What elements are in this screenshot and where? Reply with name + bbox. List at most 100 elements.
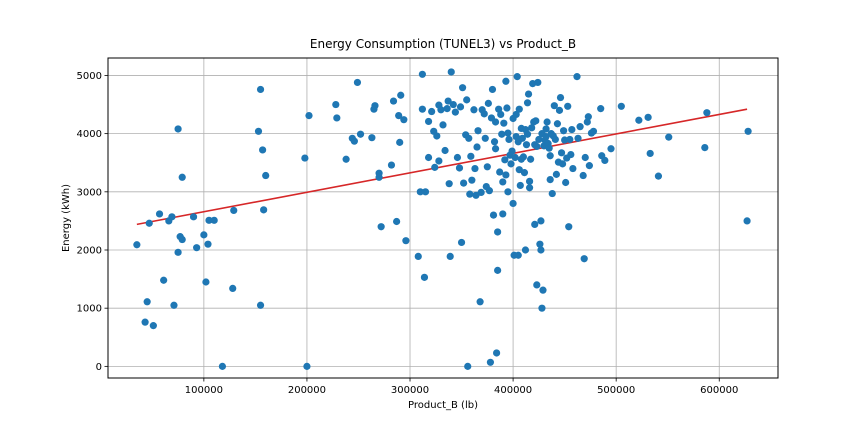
data-point xyxy=(397,91,405,99)
data-point xyxy=(259,146,267,154)
data-point xyxy=(525,177,534,185)
data-point xyxy=(446,252,454,260)
data-point xyxy=(488,85,497,94)
data-point xyxy=(480,110,488,118)
data-point xyxy=(507,160,515,168)
data-point xyxy=(589,127,598,135)
data-point xyxy=(393,217,401,226)
data-point xyxy=(200,231,208,239)
data-point xyxy=(468,176,476,184)
data-point xyxy=(512,110,520,119)
data-point xyxy=(389,97,398,105)
data-point xyxy=(178,173,186,181)
y-tick-label: 2000 xyxy=(77,246,102,257)
y-tick-label: 4000 xyxy=(77,129,102,140)
data-point xyxy=(202,278,210,286)
data-point xyxy=(402,237,410,245)
x-tick-label: 300000 xyxy=(391,385,429,396)
data-point xyxy=(504,129,512,137)
data-point xyxy=(133,241,141,249)
data-point xyxy=(170,301,178,309)
data-point xyxy=(520,169,529,177)
data-point xyxy=(491,118,500,126)
data-point xyxy=(646,149,654,158)
data-point xyxy=(143,298,151,306)
data-point xyxy=(168,213,176,221)
data-point xyxy=(508,147,516,155)
data-point xyxy=(523,130,532,138)
data-point xyxy=(395,112,403,120)
data-point xyxy=(477,188,485,196)
data-point xyxy=(230,206,238,215)
data-point xyxy=(256,85,265,94)
data-point xyxy=(502,171,510,179)
data-point xyxy=(499,178,507,186)
data-point xyxy=(494,228,502,236)
data-point xyxy=(193,244,201,252)
data-point xyxy=(204,240,212,248)
data-point xyxy=(518,134,526,142)
data-point xyxy=(573,73,581,81)
data-point xyxy=(371,102,379,110)
x-tick-label: 100000 xyxy=(185,385,223,396)
data-point xyxy=(503,104,511,112)
data-point xyxy=(551,135,559,144)
data-point xyxy=(467,152,475,160)
data-point xyxy=(556,93,565,102)
data-point xyxy=(528,124,536,132)
data-point xyxy=(470,106,478,114)
data-point xyxy=(498,130,506,138)
data-point xyxy=(256,301,265,309)
data-point xyxy=(160,276,168,284)
data-point xyxy=(210,216,218,224)
data-point xyxy=(568,125,576,134)
data-point xyxy=(174,125,182,133)
y-tick-label: 0 xyxy=(96,362,102,373)
data-point xyxy=(545,144,553,152)
data-point xyxy=(149,322,157,330)
data-point xyxy=(465,134,473,142)
data-point xyxy=(576,123,584,131)
data-point xyxy=(665,133,673,141)
data-point xyxy=(414,252,422,260)
data-point xyxy=(262,171,270,180)
data-point xyxy=(564,102,572,110)
data-point xyxy=(566,135,574,144)
data-point xyxy=(476,298,484,306)
data-point xyxy=(497,110,505,119)
data-point xyxy=(445,180,453,188)
data-point xyxy=(485,187,493,195)
data-point xyxy=(534,78,542,87)
data-point xyxy=(546,176,554,184)
data-point xyxy=(301,154,309,162)
data-point xyxy=(514,251,522,259)
data-point xyxy=(260,206,268,214)
data-point xyxy=(444,97,452,105)
data-point xyxy=(421,188,430,196)
x-tick-label: 200000 xyxy=(288,385,326,396)
data-point xyxy=(491,145,500,153)
data-point xyxy=(555,106,564,114)
data-point xyxy=(516,181,524,190)
data-point xyxy=(483,163,491,171)
data-point xyxy=(494,266,502,274)
data-point xyxy=(542,125,550,133)
data-point xyxy=(463,96,471,104)
data-point xyxy=(350,137,358,145)
data-point xyxy=(342,155,350,163)
data-point xyxy=(466,190,474,198)
data-point xyxy=(455,164,464,172)
data-point xyxy=(509,199,517,208)
data-point xyxy=(457,238,466,247)
data-point xyxy=(515,105,523,113)
data-point xyxy=(145,219,153,227)
data-point xyxy=(493,349,501,357)
x-axis-label: Product_B (lb) xyxy=(408,400,478,411)
data-point xyxy=(499,210,507,218)
data-point xyxy=(474,127,482,135)
data-point xyxy=(486,358,495,366)
data-point xyxy=(473,143,481,151)
y-tick-label: 3000 xyxy=(77,187,102,198)
data-point xyxy=(500,119,508,127)
